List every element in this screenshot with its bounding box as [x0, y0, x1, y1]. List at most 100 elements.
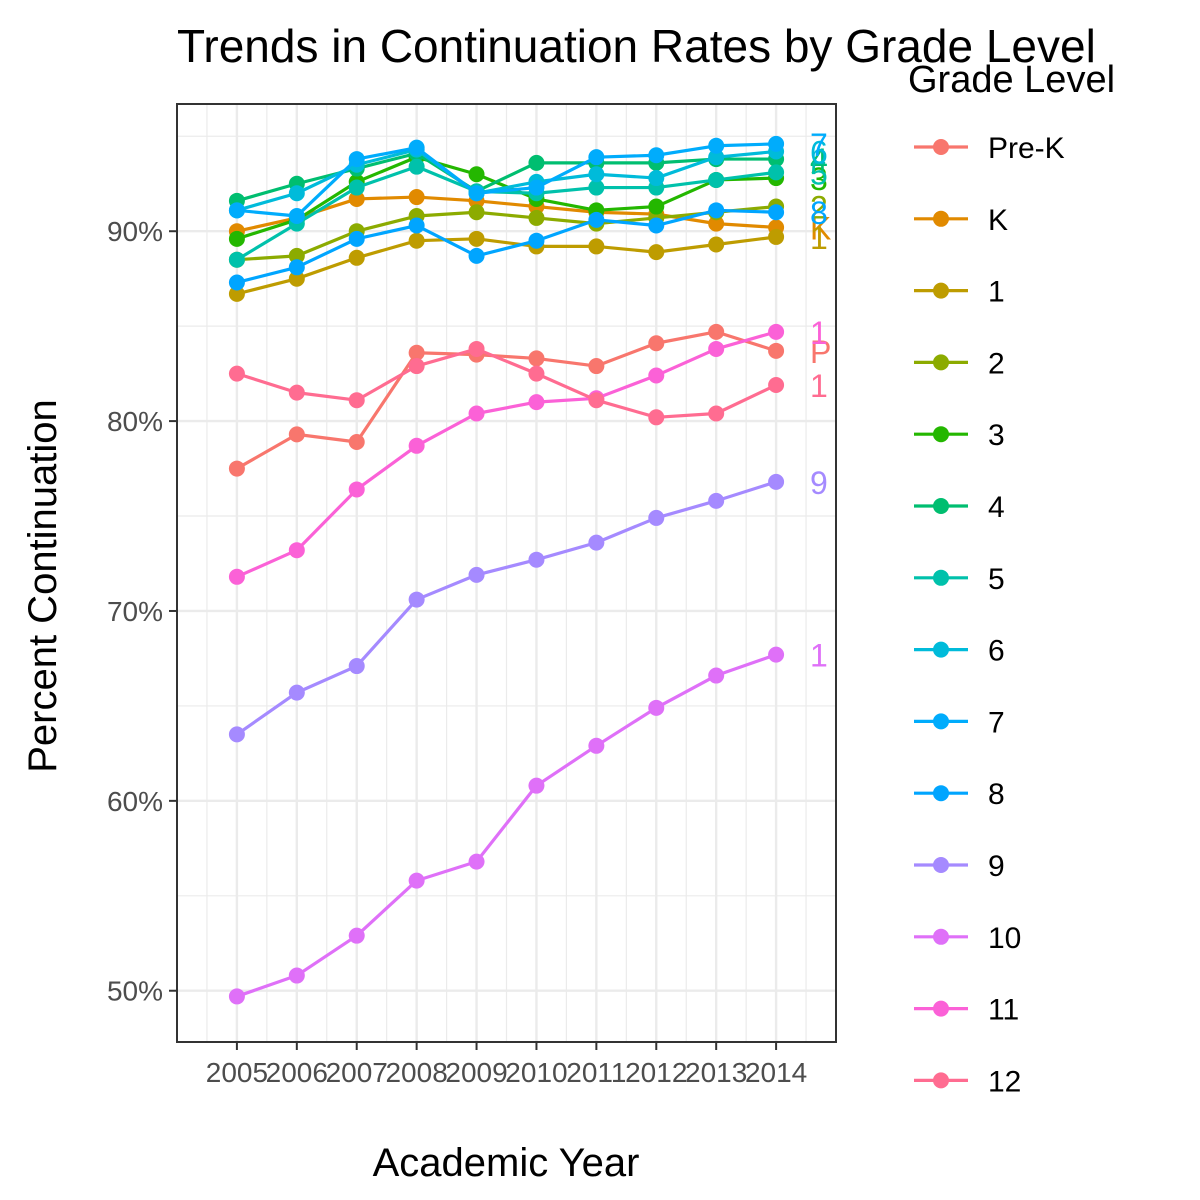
data-point	[648, 335, 665, 352]
data-point	[708, 236, 725, 253]
legend-key-point	[933, 569, 949, 586]
end-label-8: 8	[810, 195, 828, 231]
data-point	[708, 215, 725, 232]
series-line	[235, 480, 777, 736]
data-point	[528, 232, 545, 249]
data-point	[528, 350, 545, 367]
data-point	[228, 251, 245, 268]
legend-item-12: 12	[914, 1065, 1021, 1098]
series-line	[236, 653, 777, 998]
end-label-2: 2	[810, 190, 828, 226]
legend-item-3: 3	[914, 419, 1005, 452]
data-point	[708, 171, 725, 188]
series-11	[228, 323, 785, 585]
data-point	[648, 147, 665, 164]
x-tick-label: 2007	[326, 1057, 388, 1088]
data-point	[648, 244, 665, 261]
x-tick-label: 2008	[385, 1057, 447, 1088]
legend-item-7: 7	[914, 706, 1005, 739]
data-point	[588, 392, 605, 409]
end-label-5: 5	[810, 155, 828, 191]
data-point	[648, 699, 665, 716]
data-point	[528, 551, 545, 568]
legend-item-Pre-K: Pre-K	[914, 132, 1065, 165]
series-12	[228, 340, 785, 426]
data-point	[708, 149, 725, 166]
data-point	[288, 967, 305, 984]
legend-item-6: 6	[914, 635, 1005, 668]
data-point	[768, 342, 785, 359]
legend-key-point	[933, 785, 949, 802]
series-line	[236, 147, 777, 212]
series-line	[236, 330, 777, 579]
data-point	[768, 204, 785, 221]
data-point	[468, 204, 485, 221]
series-line	[236, 165, 777, 262]
y-tick-label: 50%	[107, 976, 163, 1007]
legend-label: 7	[988, 706, 1005, 739]
end-label-K: K	[810, 210, 831, 246]
data-point	[528, 154, 545, 171]
legend-item-5: 5	[914, 563, 1005, 596]
data-point	[288, 259, 305, 276]
legend-item-2: 2	[914, 347, 1005, 380]
data-point	[408, 217, 425, 234]
legend-item-11: 11	[914, 994, 1019, 1027]
axes: 50%60%70%80%90%2005200620072008200920102…	[107, 216, 807, 1088]
y-axis-label: Percent Continuation	[21, 399, 65, 773]
series-line	[236, 151, 777, 203]
data-point	[408, 158, 425, 175]
data-point	[408, 139, 425, 156]
data-point	[588, 358, 605, 375]
data-point	[708, 340, 725, 357]
legend-key-point	[933, 857, 949, 873]
data-point	[768, 473, 785, 490]
y-tick-label: 60%	[107, 786, 163, 817]
series-7	[228, 135, 785, 225]
series-10	[228, 646, 785, 1005]
legend-title: Grade Level	[908, 59, 1115, 101]
data-point	[348, 433, 365, 450]
legend-label: 1	[988, 276, 1005, 309]
legend-label: 12	[988, 1065, 1021, 1098]
x-tick-label: 2011	[566, 1057, 626, 1088]
series-1	[228, 228, 785, 302]
data-point	[468, 185, 485, 202]
data-point	[768, 323, 785, 340]
legend-label: K	[988, 204, 1008, 237]
data-point	[708, 137, 725, 154]
data-point	[768, 228, 785, 245]
data-point	[228, 285, 245, 302]
legend-key-point	[933, 928, 949, 945]
data-point	[408, 872, 425, 889]
data-point	[588, 179, 605, 196]
x-tick-label: 2010	[505, 1057, 567, 1088]
data-point	[528, 365, 545, 382]
end-label-6: 6	[810, 134, 828, 170]
data-point	[228, 726, 245, 743]
data-point	[708, 492, 725, 509]
series-9	[228, 473, 785, 743]
data-point	[228, 202, 245, 219]
data-point	[408, 437, 425, 454]
data-point	[648, 367, 665, 384]
end-label-9: 9	[810, 465, 828, 501]
data-point	[708, 667, 725, 684]
data-point	[648, 170, 665, 187]
series-line	[236, 235, 777, 296]
y-tick-label: 70%	[107, 596, 163, 627]
x-tick-label: 2012	[625, 1057, 687, 1088]
series-line	[236, 347, 777, 419]
data-point	[288, 384, 305, 401]
end-label-12: 1	[810, 368, 828, 404]
data-point	[768, 164, 785, 181]
data-point	[528, 394, 545, 411]
end-label-4: 4	[810, 142, 828, 178]
series-line	[236, 208, 777, 285]
data-point	[288, 684, 305, 701]
end-label-10: 1	[810, 638, 828, 674]
data-point	[348, 392, 365, 409]
data-point	[408, 591, 425, 608]
